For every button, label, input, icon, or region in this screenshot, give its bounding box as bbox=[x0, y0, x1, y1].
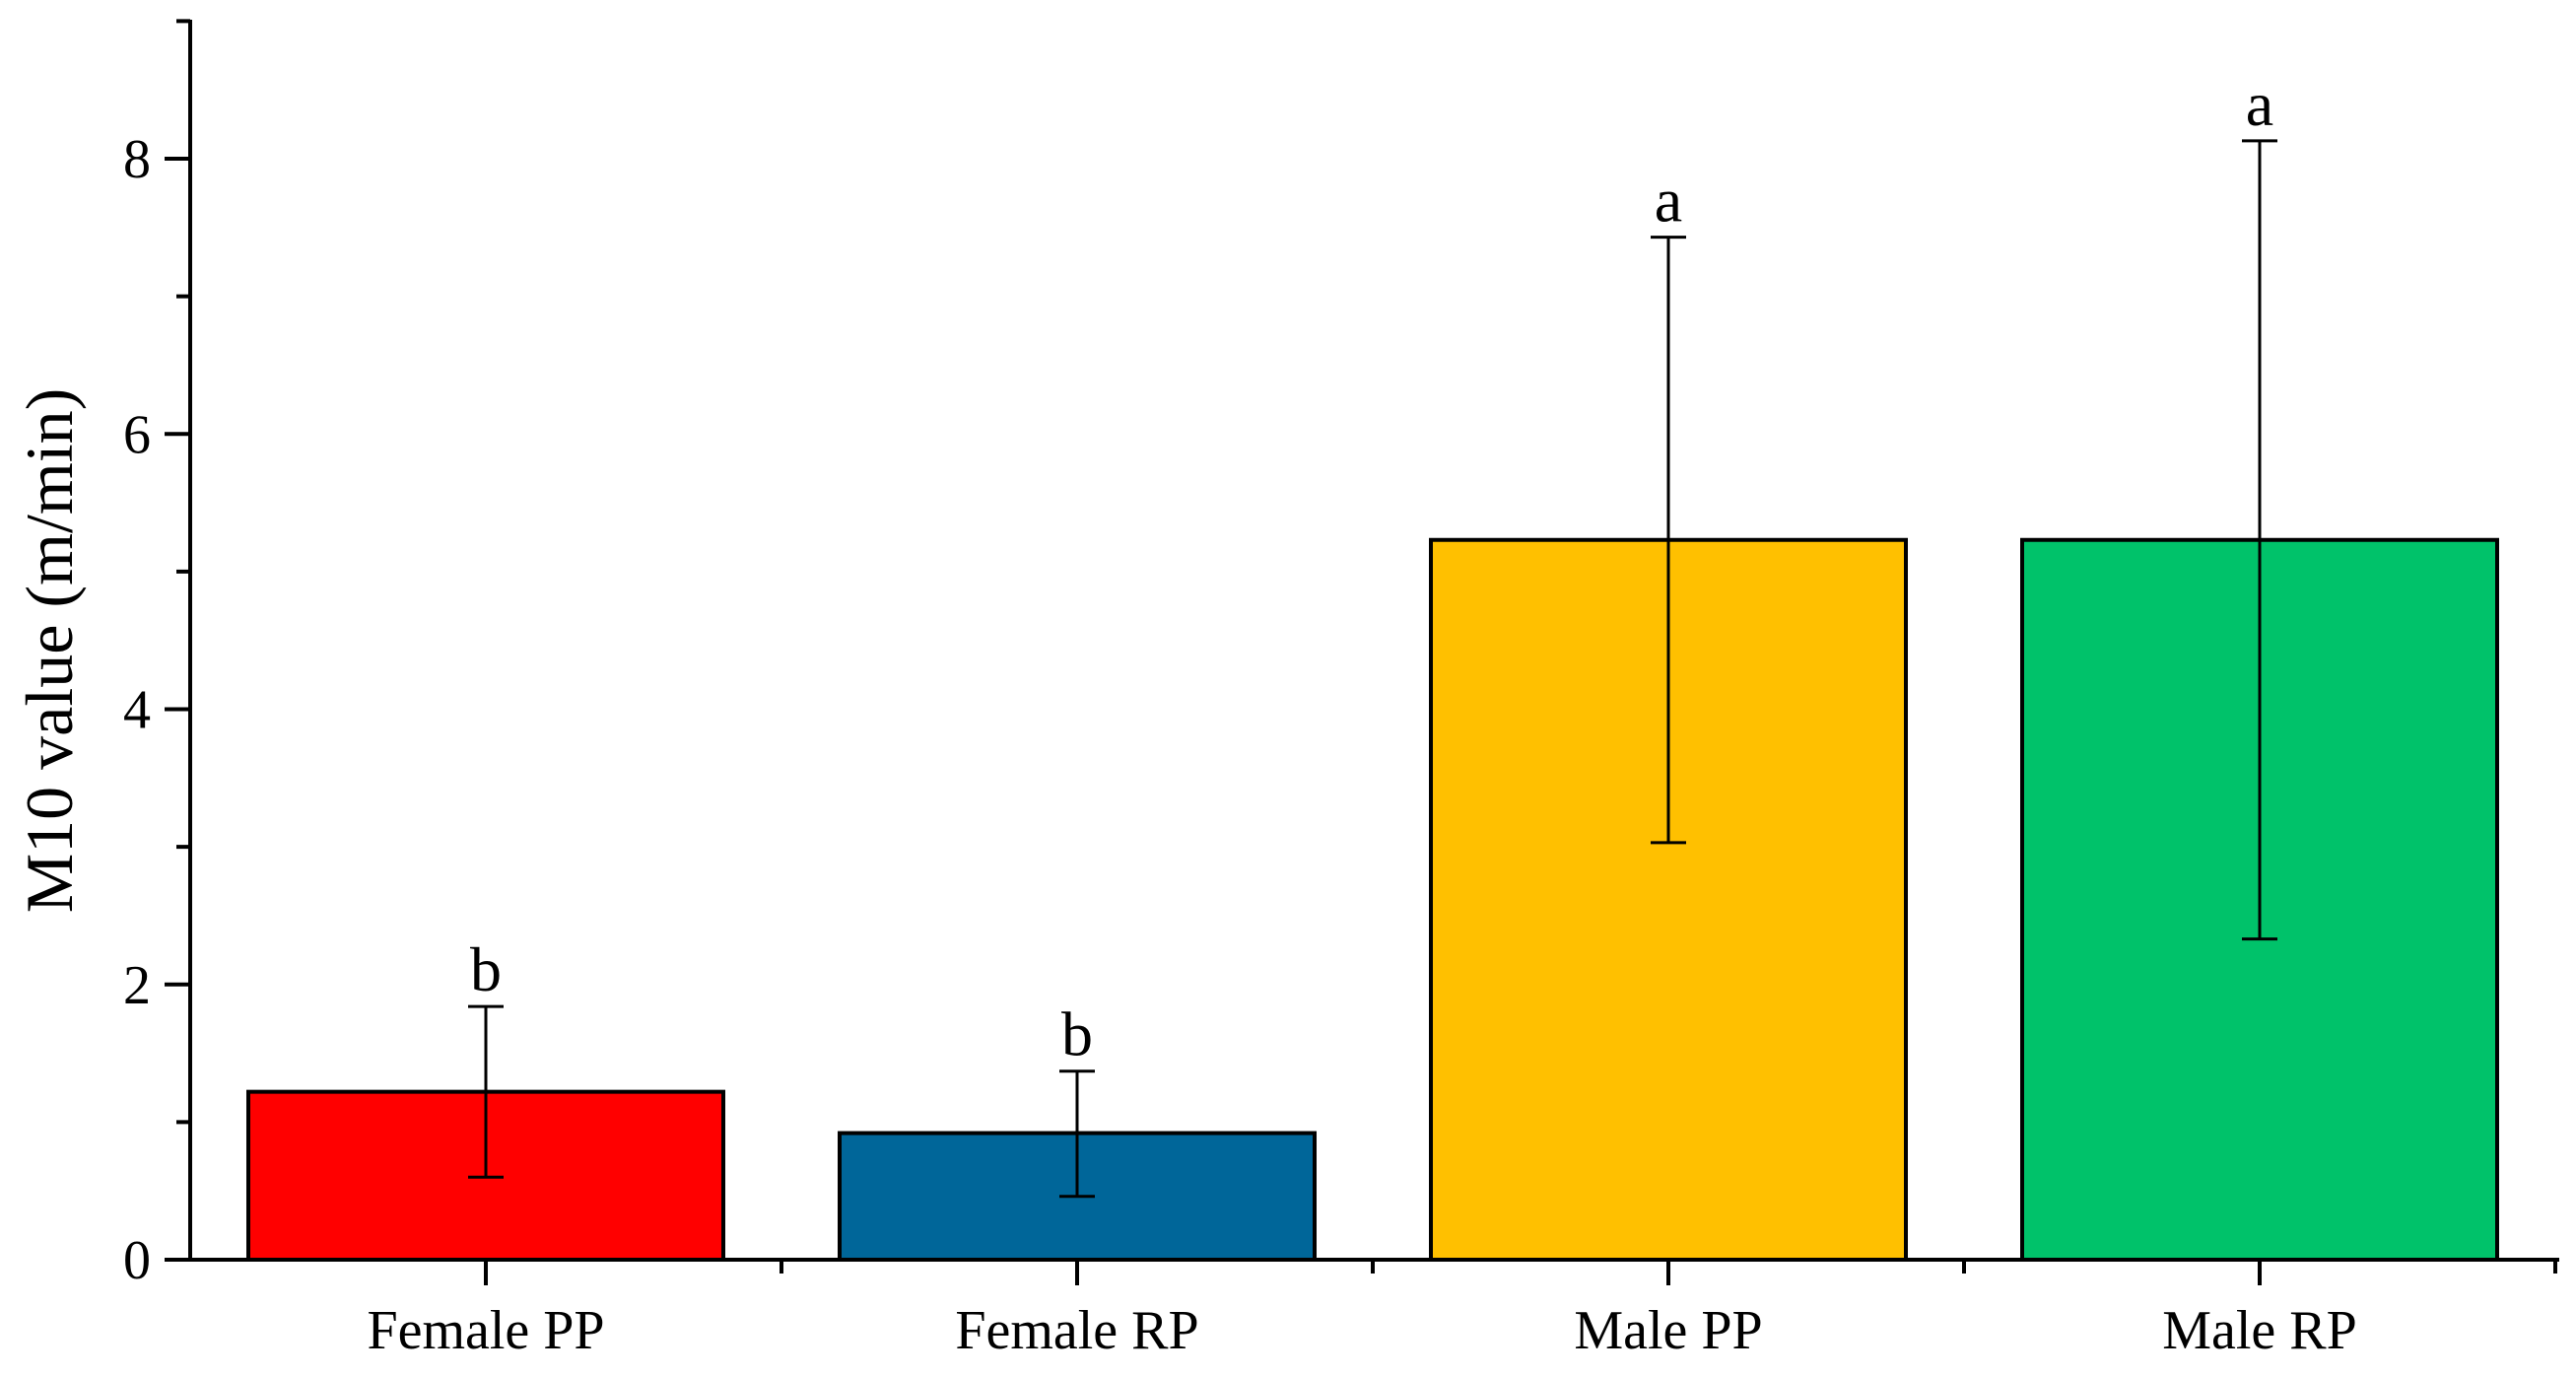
x-tick-label-male-pp: Male PP bbox=[1574, 1300, 1762, 1361]
y-ticks-layer: 0 2 4 6 8 bbox=[123, 19, 190, 1291]
error-bar-female-pp bbox=[468, 1004, 504, 1179]
annotations-layer: b b a a bbox=[470, 69, 2273, 1069]
significance-label-male-pp: a bbox=[1655, 166, 1682, 236]
error-bar-male-rp bbox=[2242, 139, 2277, 941]
y-tick-label-4: 4 bbox=[123, 680, 151, 741]
error-bar-male-pp bbox=[1651, 236, 1686, 845]
y-tick-label-6: 6 bbox=[123, 404, 151, 465]
x-tick-label-male-rp: Male RP bbox=[2162, 1300, 2357, 1361]
y-tick-label-0: 0 bbox=[123, 1230, 151, 1291]
x-tick-label-female-rp: Female RP bbox=[955, 1300, 1198, 1361]
x-ticks-layer: Female PP Female RP Male PP Male RP bbox=[367, 1260, 2557, 1361]
y-tick-label-2: 2 bbox=[123, 955, 151, 1016]
significance-label-female-rp: b bbox=[1061, 999, 1093, 1069]
y-axis-title: M10 value (m/min) bbox=[12, 388, 87, 914]
y-tick-label-8: 8 bbox=[123, 129, 151, 190]
significance-label-female-pp: b bbox=[470, 934, 502, 1004]
x-tick-label-female-pp: Female PP bbox=[367, 1300, 604, 1361]
error-bar-female-rp bbox=[1059, 1069, 1095, 1199]
bars-layer bbox=[246, 537, 2499, 1263]
significance-label-male-rp: a bbox=[2246, 69, 2273, 139]
error-bars-layer bbox=[468, 139, 2277, 1199]
